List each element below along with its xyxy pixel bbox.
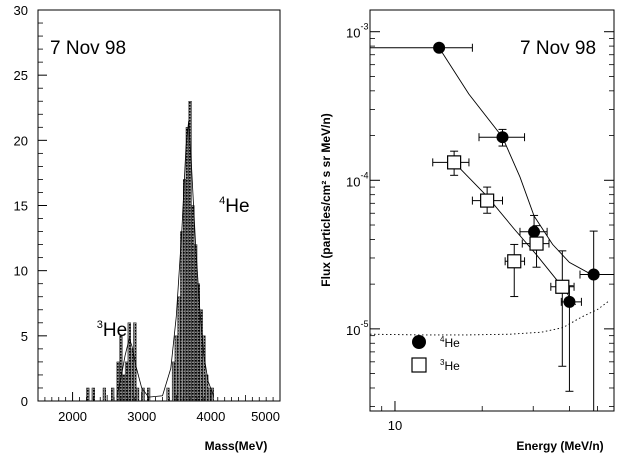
histogram-bar — [130, 348, 134, 402]
data-point-he3 — [471, 186, 503, 214]
marker-filled-circle — [496, 131, 509, 144]
legend-he4-mass-number: 4 — [440, 335, 445, 344]
y-tick-base: 10 — [346, 323, 360, 338]
marker-open-square — [507, 254, 522, 269]
x-tick-label: 5000 — [251, 409, 280, 424]
histogram-bar — [127, 322, 131, 402]
histogram-bar — [194, 244, 198, 402]
flux-spectrum-panel: 10-510-410-310 7 Nov 98 4He 3He Energy (… — [319, 9, 615, 453]
fit-curve-he4 — [438, 47, 594, 277]
x-tick-label: 10 — [388, 418, 402, 433]
data-point-he3 — [521, 225, 550, 268]
spectrum-x-axis-label: Energy (MeV/n) — [516, 439, 603, 453]
spectrum-y-axis-label: Flux (particles/cm² s sr MeV/n) — [319, 113, 333, 286]
y-tick-label: 10-4 — [346, 170, 368, 189]
histogram-bars — [86, 101, 214, 402]
label-he4: 4He — [219, 195, 249, 217]
label-he4-text: He — [225, 196, 249, 217]
histogram-bar — [102, 387, 106, 402]
histogram-fit-curve — [116, 120, 214, 398]
legend-label-he3: 3He — [440, 358, 460, 373]
x-tick-label: 2000 — [58, 409, 87, 424]
marker-open-square — [447, 155, 462, 170]
y-tick-exponent: -3 — [360, 22, 368, 32]
legend-he3-text: He — [444, 359, 460, 373]
label-he3-text: He — [103, 320, 127, 341]
y-tick-label: 10-5 — [346, 319, 368, 338]
histogram-bar — [119, 335, 123, 402]
data-point-he4 — [560, 285, 582, 392]
y-tick-base: 10 — [346, 26, 360, 41]
histogram-bar — [124, 361, 129, 402]
y-tick-label: 10-3 — [346, 22, 368, 41]
legend-he3-mass-number: 3 — [440, 358, 445, 367]
histogram-ticks: 2000 3000 4000 5000 0 5 10 15 20 25 30 — [14, 3, 281, 424]
y-tick-label: 10 — [14, 264, 28, 279]
y-tick-label: 0 — [21, 394, 28, 409]
x-tick-label: 3000 — [127, 409, 156, 424]
spectrum-data-points — [369, 41, 615, 412]
label-he3-mass-number: 3 — [97, 319, 103, 331]
histogram-bar — [182, 179, 187, 402]
histogram-bar — [171, 361, 176, 402]
histogram-bar — [180, 231, 184, 402]
y-tick-label: 20 — [14, 133, 28, 148]
data-point-he3 — [504, 243, 526, 298]
legend-marker-he4 — [412, 335, 426, 349]
marker-open-square — [555, 279, 570, 294]
y-tick-label: 30 — [14, 3, 28, 18]
data-point-he4 — [369, 41, 473, 54]
spectrum-ticks: 10-510-410-310 — [346, 22, 614, 433]
histogram-date-annotation: 7 Nov 98 — [50, 38, 126, 59]
legend-label-he4: 4He — [440, 335, 460, 350]
y-tick-exponent: -5 — [360, 319, 368, 329]
histogram-x-axis-label: Mass(MeV) — [205, 439, 268, 453]
histogram-bar — [174, 335, 178, 402]
histogram-bar — [191, 205, 195, 402]
label-he3: 3He — [97, 319, 127, 341]
legend-he4-text: He — [444, 336, 460, 350]
spectrum-legend: 4He 3He — [411, 335, 460, 373]
histogram-bar — [185, 127, 189, 402]
data-point-he4 — [478, 128, 526, 147]
marker-filled-circle — [587, 268, 600, 281]
spectrum-frame — [369, 9, 615, 412]
y-tick-label: 5 — [21, 329, 28, 344]
detection-threshold-curve — [369, 300, 610, 336]
y-tick-base: 10 — [346, 174, 360, 189]
histogram-bar — [111, 387, 115, 402]
histogram-bar — [166, 387, 170, 402]
x-tick-label: 4000 — [196, 409, 225, 424]
data-point-he4 — [579, 230, 615, 412]
histogram-bar — [135, 387, 140, 402]
marker-filled-circle — [528, 225, 541, 238]
data-point-he3 — [432, 150, 470, 176]
histogram-bar — [177, 296, 181, 402]
legend-marker-he3 — [411, 357, 427, 373]
marker-open-square — [529, 236, 544, 251]
y-tick-label: 15 — [14, 199, 28, 214]
data-point-he3 — [550, 250, 575, 367]
y-tick-exponent: -4 — [360, 170, 368, 180]
histogram-bar — [86, 387, 90, 402]
marker-filled-circle — [563, 295, 576, 308]
y-tick-label: 25 — [14, 68, 28, 83]
marker-filled-circle — [433, 41, 446, 54]
data-point-he4 — [519, 214, 548, 251]
label-he4-mass-number: 4 — [219, 195, 225, 207]
spectrum-date-annotation: 7 Nov 98 — [520, 38, 596, 59]
histogram-bar — [122, 374, 126, 402]
marker-open-square — [480, 193, 495, 208]
